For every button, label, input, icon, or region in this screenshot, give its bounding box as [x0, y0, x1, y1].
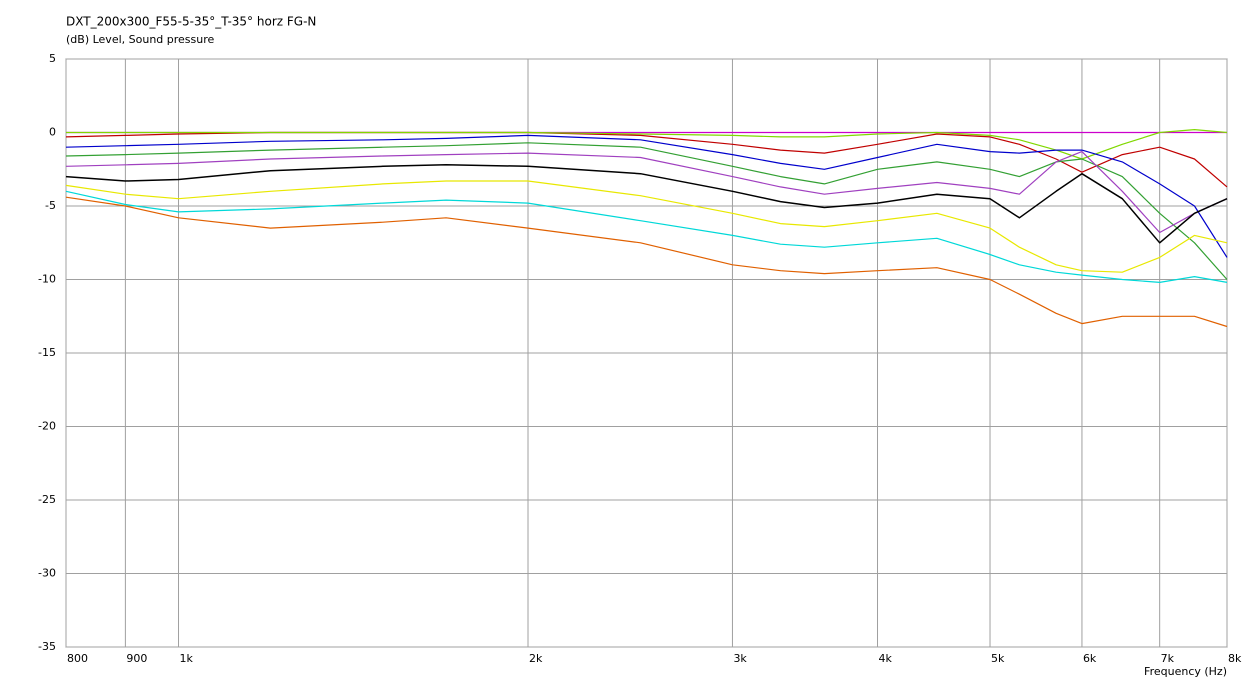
y-tick-label: 0 [49, 126, 56, 139]
chart-subtitle: (dB) Level, Sound pressure [66, 33, 215, 46]
x-tick-label: 6k [1083, 652, 1097, 665]
y-tick-label: -35 [38, 640, 56, 653]
x-tick-label: 900 [126, 652, 147, 665]
x-tick-label: 8k [1228, 652, 1242, 665]
x-tick-label: 7k [1161, 652, 1175, 665]
x-tick-label: 1k [180, 652, 194, 665]
y-tick-label: -25 [38, 493, 56, 506]
y-tick-label: -30 [38, 567, 56, 580]
series-line [65, 190, 1228, 283]
x-tick-label: 5k [991, 652, 1005, 665]
y-tick-label: -10 [38, 273, 56, 286]
series-line [66, 129, 1228, 160]
x-axis-label: Frequency (Hz) [1144, 665, 1227, 678]
series-line [65, 196, 1228, 328]
series-line [65, 151, 1228, 234]
x-tick-label: 800 [67, 652, 88, 665]
series-line [65, 180, 1228, 273]
y-tick-label: 5 [49, 52, 56, 65]
y-tick-label: -15 [38, 346, 56, 359]
y-tick-label: -20 [38, 420, 56, 433]
y-tick-label: -5 [45, 199, 56, 212]
chart-title: DXT_200x300_F55-5-35°_T-35° horz FG-N [66, 15, 316, 29]
x-tick-label: 4k [879, 652, 893, 665]
series-line [65, 142, 1228, 280]
series-line [65, 164, 1228, 244]
x-tick-label: 3k [733, 652, 747, 665]
series-line [65, 134, 1228, 258]
x-tick-label: 2k [529, 652, 543, 665]
